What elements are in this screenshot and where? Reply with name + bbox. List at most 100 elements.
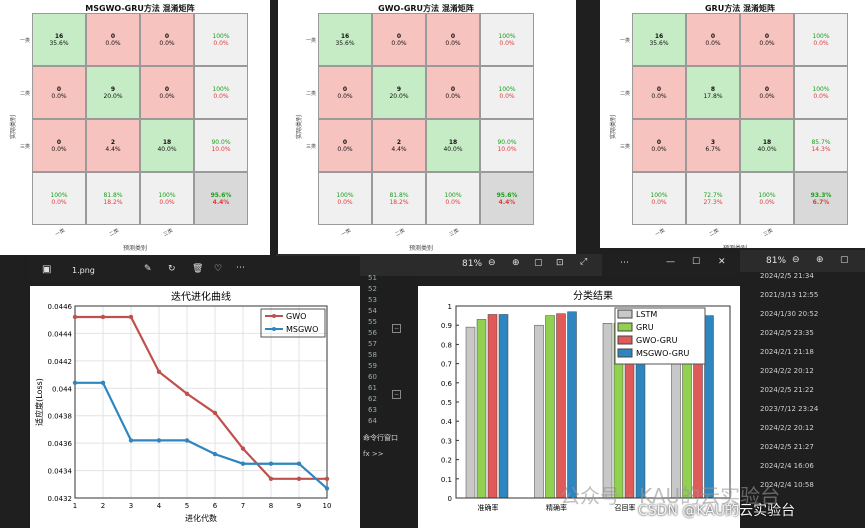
cell-percent: 0.0% xyxy=(759,39,775,47)
cell-count: 0 xyxy=(764,32,770,40)
cell-percent: 0.0% xyxy=(51,198,67,206)
matrix-cell: 16 35.6% xyxy=(32,13,86,66)
plot-frame xyxy=(455,305,731,499)
command-window: 命令行窗口 fx >> xyxy=(360,430,416,528)
cell-count: 0 xyxy=(450,85,456,93)
matrix-cell: 0 0.0% xyxy=(318,119,372,172)
cell-percent: 0.0% xyxy=(445,198,461,206)
expand-icon[interactable]: ⤢ xyxy=(580,257,588,267)
zoom-out-icon[interactable]: ⊖ xyxy=(792,255,800,265)
photos-app-icon: ▣ xyxy=(42,264,52,275)
cell-count: 2 xyxy=(110,138,116,146)
data-point xyxy=(100,314,106,320)
x-tick-label: 6 xyxy=(213,502,218,510)
rotate-icon[interactable]: ↻ xyxy=(168,264,176,274)
zoom-level: 81% xyxy=(462,259,483,269)
row-label: 三类 xyxy=(20,143,31,150)
matrix-ylabel: 实际类别 xyxy=(10,114,17,139)
cell-count: 0 xyxy=(764,85,770,93)
zoom-in-icon[interactable]: ⊕ xyxy=(512,258,520,268)
col-label: 三类 xyxy=(762,227,775,239)
data-point xyxy=(156,438,162,443)
fit-icon[interactable]: ▢ xyxy=(840,255,849,265)
cell-count: 0 xyxy=(164,32,170,40)
delete-icon[interactable]: 🗑 xyxy=(192,264,204,274)
row-label: 一类 xyxy=(306,37,317,44)
x-tick-label: 5 xyxy=(185,502,189,510)
more-icon[interactable]: ⋯ xyxy=(236,263,245,273)
matrix-cell: 18 40.0% xyxy=(140,119,194,172)
matrix-cell: 100% 0.0% xyxy=(740,172,794,225)
col-label: 一类 xyxy=(340,227,353,239)
matrix-cell: 18 40.0% xyxy=(740,119,794,172)
legend-label: GRU xyxy=(636,323,654,332)
cell-percent: 14.3% xyxy=(811,145,831,153)
matrix-cell: 2 4.4% xyxy=(86,119,140,172)
matrix-cell: 16 35.6% xyxy=(318,13,372,66)
y-tick-label: 0.7 xyxy=(441,361,452,369)
close-icon[interactable]: ✕ xyxy=(718,257,726,267)
photo-viewer-titlebar: ▣ 1.png ✎ ↻ 🗑 ♡ ⋯ xyxy=(30,256,360,286)
legend-marker xyxy=(272,327,276,331)
y-tick-label: 0.044 xyxy=(52,385,73,393)
confusion-matrix: GWO-GRU方法 混淆矩阵 实际类别 一类 16 35.6% 0 0.0% 0 0.0% 100… xyxy=(286,0,556,255)
fit-icon[interactable]: ▢ xyxy=(534,258,543,268)
zoom-out-icon[interactable]: ⊖ xyxy=(488,258,496,268)
line-chart-window: 迭代进化曲线 0.0432 0.0434 0.0436 0.0438 0.044 0.044… xyxy=(30,286,360,528)
bar-viewer-titlebar: ⋯ — ☐ ✕ xyxy=(602,254,740,276)
maximize-icon[interactable]: ☐ xyxy=(692,257,701,267)
watermark: 公众号 · KAU的云实验台 xyxy=(560,484,781,508)
cell-percent: 4.4% xyxy=(212,198,230,206)
cell-count: 16 xyxy=(54,32,64,40)
category-label: 准确率 xyxy=(478,503,499,512)
cell-count: 100% xyxy=(444,191,462,199)
command-prompt[interactable]: fx >> xyxy=(363,450,384,458)
data-point xyxy=(268,476,274,481)
bar-lstm xyxy=(602,323,613,499)
cell-count: 95.6% xyxy=(210,191,232,199)
cell-percent: 10.0% xyxy=(497,145,517,153)
series-line-gwo xyxy=(75,315,327,480)
y-axis-label: 适应度(Loss) xyxy=(34,378,44,426)
edit-icon[interactable]: ✎ xyxy=(144,264,152,274)
line-number: 54 xyxy=(368,307,377,315)
x-tick-label: 1 xyxy=(73,502,77,510)
csdn-watermark: CSDN @KAU的云实验台 xyxy=(638,503,796,519)
col-label: 二类 xyxy=(108,227,121,239)
legend-swatch xyxy=(617,335,633,345)
matrix-cell: 8 17.8% xyxy=(686,66,740,119)
matrix-cell: 0 0.0% xyxy=(32,66,86,119)
minimize-icon[interactable]: — xyxy=(666,257,675,267)
cell-count: 100% xyxy=(50,191,68,199)
line-number: 55 xyxy=(368,318,377,326)
x-axis-label: 进化代数 xyxy=(185,513,217,523)
actual-size-icon[interactable]: ⊡ xyxy=(556,258,564,268)
zoom-in-icon[interactable]: ⊕ xyxy=(816,255,824,265)
legend-label: LSTM xyxy=(636,310,657,319)
favorite-icon[interactable]: ♡ xyxy=(214,264,223,274)
bar-msgwo-gru xyxy=(704,315,714,499)
confusion-window-1: MSGWO-GRU方法 混淆矩阵 实际类别 一类 16 35.6% 0 0.0% 0 0.0% 1… xyxy=(0,0,270,255)
file-date: 2024/2/4 16:06 xyxy=(760,462,814,470)
matrix-cell: 2 4.4% xyxy=(372,119,426,172)
cell-percent: 35.6% xyxy=(49,39,69,47)
y-tick-label: 0.0446 xyxy=(48,303,73,311)
cell-count: 81.8% xyxy=(103,191,123,199)
more-icon[interactable]: ⋯ xyxy=(620,258,629,268)
matrix-cell: 0 0.0% xyxy=(426,13,480,66)
cell-count: 100% xyxy=(498,85,516,93)
matrix-cell: 0 0.0% xyxy=(140,13,194,66)
matrix-xlabel: 预测类别 xyxy=(409,245,434,252)
y-tick-label: 0.4 xyxy=(441,418,453,426)
data-point xyxy=(240,446,246,451)
matrix-cell: 0 0.0% xyxy=(686,13,740,66)
cell-percent: 0.0% xyxy=(391,39,407,47)
matrix-cell: 3 6.7% xyxy=(686,119,740,172)
matrix-cell: 0 0.0% xyxy=(372,13,426,66)
y-tick-label: 0.5 xyxy=(441,399,452,407)
line-number: 56 xyxy=(368,329,377,337)
cell-percent: 0.0% xyxy=(159,39,175,47)
confusion-window-3: GRU方法 混淆矩阵 实际类别 一类 16 35.6% 0 0.0% 0 0.0% 100% 0.0… xyxy=(600,0,865,248)
cell-count: 0 xyxy=(164,85,170,93)
col-label: 一类 xyxy=(654,227,667,239)
